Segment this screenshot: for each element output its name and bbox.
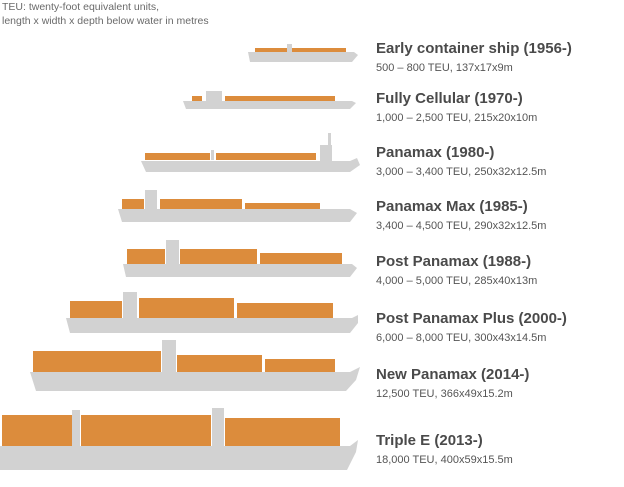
cargo xyxy=(216,153,316,160)
hull xyxy=(0,440,358,470)
cargo xyxy=(180,249,257,264)
cargo xyxy=(2,415,72,446)
ship-name: Triple E (2013-) xyxy=(376,432,483,449)
cargo xyxy=(192,96,202,101)
ship-spec: 500 – 800 TEU, 137x17x9m xyxy=(376,62,513,74)
cargo xyxy=(139,298,234,318)
cargo xyxy=(160,199,242,209)
cargo xyxy=(70,301,122,318)
ship-new-panamax xyxy=(30,340,360,391)
cargo xyxy=(145,153,210,160)
cargo xyxy=(237,303,333,318)
hull xyxy=(30,367,360,391)
ship-label-new-panamax: New Panamax (2014-) 12,500 TEU, 366x49x1… xyxy=(376,366,529,401)
ship-label-post-panamax: Post Panamax (1988-) 4,000 – 5,000 TEU, … xyxy=(376,253,537,288)
ship-spec: 18,000 TEU, 400x59x15.5m xyxy=(376,454,513,466)
bridge xyxy=(72,410,80,446)
ship-spec: 4,000 – 5,000 TEU, 285x40x13m xyxy=(376,275,538,287)
bridge xyxy=(206,91,222,101)
bridge xyxy=(320,145,332,161)
hull xyxy=(118,209,357,222)
ship-label-triple-e: Triple E (2013-) 18,000 TEU, 400x59x15.5… xyxy=(376,432,513,467)
ship-name: Post Panamax (1988-) xyxy=(376,253,532,270)
bridge xyxy=(212,408,224,446)
ship-label-panamax: Panamax (1980-) 3,000 – 3,400 TEU, 250x3… xyxy=(376,144,546,179)
ship-triple-e xyxy=(0,408,358,470)
ship-early-container-ship xyxy=(248,44,358,62)
hull xyxy=(248,52,358,62)
ship-spec: 3,400 – 4,500 TEU, 290x32x12.5m xyxy=(376,220,547,232)
cargo xyxy=(265,359,335,372)
hull xyxy=(141,158,360,172)
hull xyxy=(183,101,356,109)
ship-post-panamax xyxy=(123,240,357,277)
cargo xyxy=(225,418,340,446)
bridge xyxy=(162,340,176,372)
ship-label-early-container-ship: Early container ship (1956-) 500 – 800 T… xyxy=(376,40,572,75)
bridge xyxy=(145,190,157,209)
cargo xyxy=(255,48,346,52)
cargo xyxy=(260,253,342,264)
ship-spec: 1,000 – 2,500 TEU, 215x20x10m xyxy=(376,112,538,124)
ship-name: Post Panamax Plus (2000-) xyxy=(376,310,567,327)
ship-name: New Panamax (2014-) xyxy=(376,366,530,383)
ship-spec: 3,000 – 3,400 TEU, 250x32x12.5m xyxy=(376,166,547,178)
units-note: TEU: twenty-foot equivalent units, lengt… xyxy=(2,0,209,28)
ship-fully-cellular xyxy=(183,91,356,109)
ship-name: Fully Cellular (1970-) xyxy=(376,90,523,107)
ship-spec: 6,000 – 8,000 TEU, 300x43x14.5m xyxy=(376,332,547,344)
cargo xyxy=(33,351,161,372)
hull xyxy=(66,315,358,333)
ship-label-panamax-max: Panamax Max (1985-) 3,400 – 4,500 TEU, 2… xyxy=(376,198,546,233)
cargo xyxy=(177,355,262,372)
ship-post-panamax-plus xyxy=(66,292,358,333)
cargo xyxy=(127,249,165,264)
bridge xyxy=(166,240,179,264)
hull xyxy=(123,264,357,277)
ship-label-post-panamax-plus: Post Panamax Plus (2000-) 6,000 – 8,000 … xyxy=(376,310,567,345)
bridge xyxy=(123,292,137,318)
bridge xyxy=(287,44,292,52)
ship-panamax xyxy=(141,133,360,172)
cargo xyxy=(245,203,320,209)
mast xyxy=(211,150,214,160)
ship-name: Panamax Max (1985-) xyxy=(376,198,528,215)
mast xyxy=(328,133,331,147)
ship-label-fully-cellular: Fully Cellular (1970-) 1,000 – 2,500 TEU… xyxy=(376,90,537,125)
ship-spec: 12,500 TEU, 366x49x15.2m xyxy=(376,388,513,400)
units-note-line-2: length x width x depth below water in me… xyxy=(2,15,209,27)
units-note-line-1: TEU: twenty-foot equivalent units, xyxy=(2,1,159,13)
ship-name: Early container ship (1956-) xyxy=(376,40,572,57)
ship-panamax-max xyxy=(118,190,357,222)
cargo xyxy=(81,415,211,446)
cargo xyxy=(122,199,144,209)
ship-name: Panamax (1980-) xyxy=(376,144,495,161)
cargo xyxy=(225,96,335,101)
